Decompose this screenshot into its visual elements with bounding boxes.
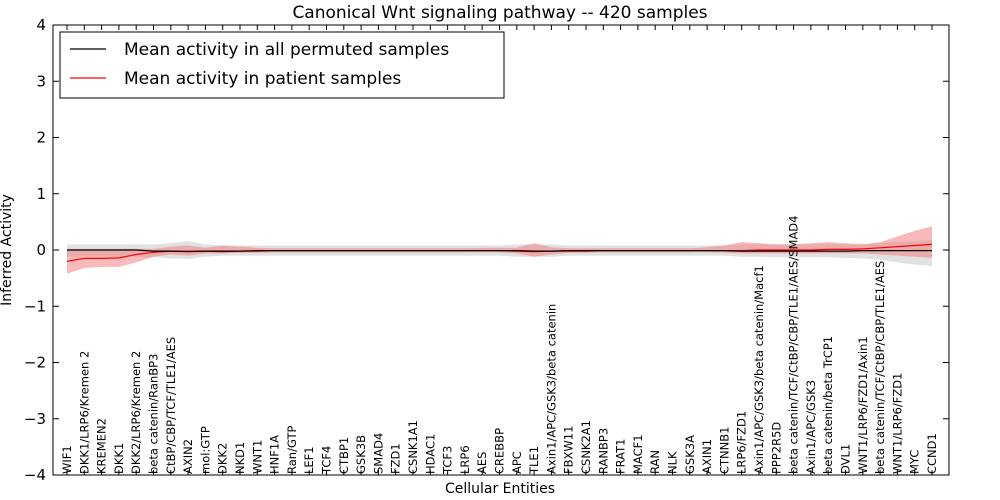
x-tick-label: HNF1A bbox=[268, 435, 282, 474]
chart-title: Canonical Wnt signaling pathway -- 420 s… bbox=[292, 3, 707, 23]
x-tick-label: LEF1 bbox=[302, 446, 316, 474]
x-tick-label: WIF1 bbox=[60, 445, 74, 474]
x-tick-label: GSK3A bbox=[683, 435, 697, 474]
x-tick-label: FZD1 bbox=[389, 443, 403, 474]
y-tick-label: −2 bbox=[24, 354, 46, 372]
x-tick-label: LRP6/FZD1 bbox=[735, 411, 749, 474]
x-tick-label: WNT1/LRP6/FZD1/Axin1 bbox=[856, 336, 870, 474]
x-tick-label: DKK1 bbox=[112, 443, 126, 474]
x-tick-label: RAN bbox=[648, 450, 662, 474]
x-tick-label: DKK1/LRP6/Kremen 2 bbox=[77, 351, 91, 474]
x-tick-label: Axin1/APC/GSK3/beta catenin/Macf1 bbox=[752, 265, 766, 474]
x-tick-label: FBXW11 bbox=[562, 426, 576, 474]
x-tick-label: AXIN2 bbox=[181, 439, 195, 474]
y-tick-label: −4 bbox=[24, 466, 46, 484]
x-tick-label: TLE1 bbox=[527, 446, 541, 475]
x-tick-label: mol:GTP bbox=[198, 426, 212, 474]
x-tick-label: CTBP1 bbox=[337, 437, 351, 474]
y-tick-label: 4 bbox=[36, 16, 46, 34]
x-tick-label: GSK3B bbox=[354, 435, 368, 474]
x-tick-label: DKK2 bbox=[216, 443, 230, 474]
x-tick-label: APC bbox=[510, 451, 524, 474]
x-tick-label: Ran/GTP bbox=[285, 426, 299, 474]
x-tick-label: beta catenin/beta TrCP1 bbox=[821, 336, 835, 474]
y-tick-label: −3 bbox=[24, 410, 46, 428]
x-tick-label: LRP6 bbox=[458, 445, 472, 474]
x-tick-label: Axin1/APC/GSK3/beta catenin bbox=[544, 304, 558, 474]
x-tick-label: PPP2R5D bbox=[769, 422, 783, 474]
x-tick-label: CTNNB1 bbox=[717, 427, 731, 474]
x-tick-label: WNT1 bbox=[250, 440, 264, 474]
y-tick-label: −1 bbox=[24, 297, 46, 315]
y-tick-label: 2 bbox=[36, 129, 46, 147]
x-tick-label: beta catenin/RanBP3 bbox=[147, 354, 161, 474]
x-tick-label: DVL1 bbox=[839, 444, 853, 474]
legend-label-permuted: Mean activity in all permuted samples bbox=[124, 40, 449, 60]
x-tick-label: Axin1/APC/GSK3 bbox=[804, 380, 818, 474]
x-tick-label: CREBBP bbox=[493, 428, 507, 474]
y-tick-label: 3 bbox=[36, 72, 46, 90]
x-tick-label: AES bbox=[475, 452, 489, 474]
legend-label-patient: Mean activity in patient samples bbox=[124, 69, 401, 89]
y-tick-label: 1 bbox=[36, 185, 46, 203]
y-axis-ticks: −4 −3 −2 −1 0 1 2 3 4 bbox=[24, 16, 949, 484]
x-tick-label: beta catenin/TCF/CtBP/CBP/TLE1/AES bbox=[873, 261, 887, 474]
x-tick-label: MYC bbox=[908, 450, 922, 474]
y-axis-label: Inferred Activity bbox=[0, 194, 15, 306]
x-tick-label: WNT1/LRP6/FZD1 bbox=[890, 373, 904, 474]
x-tick-label: DKK2/LRP6/Kremen 2 bbox=[129, 351, 143, 474]
x-tick-label: FRAT1 bbox=[614, 439, 628, 474]
x-axis-ticks: WIF1 DKK1/LRP6/Kremen 2 KREMEN2 DKK1 DKK2/LR… bbox=[60, 25, 939, 475]
legend: Mean activity in all permuted samples Me… bbox=[59, 31, 505, 99]
x-tick-label: CCND1 bbox=[925, 433, 939, 474]
x-tick-label: CtBP/CBP/TCF/TLE1/AES bbox=[164, 337, 178, 474]
x-tick-label: KREMEN2 bbox=[95, 418, 109, 474]
x-tick-label: beta catenin/TCF/CtBP/CBP/TLE1/AES/SMAD4 bbox=[787, 216, 801, 474]
x-tick-label: TCF4 bbox=[320, 446, 334, 475]
x-tick-label: CSNK1A1 bbox=[406, 420, 420, 474]
x-tick-label: TCF3 bbox=[441, 446, 455, 475]
x-axis-label: Cellular Entities bbox=[445, 481, 555, 497]
y-tick-label: 0 bbox=[36, 241, 46, 259]
x-tick-label: SMAD4 bbox=[371, 433, 385, 474]
series-lines bbox=[66, 243, 933, 262]
x-tick-label: CSNK2A1 bbox=[579, 420, 593, 474]
x-tick-label: MACF1 bbox=[631, 434, 645, 474]
line-permuted bbox=[67, 249, 932, 253]
x-tick-label: AXIN1 bbox=[700, 439, 714, 474]
x-tick-label: NKD1 bbox=[233, 442, 247, 474]
x-tick-label: HDAC1 bbox=[423, 434, 437, 474]
legend-box bbox=[59, 31, 505, 99]
x-tick-label: RANBP3 bbox=[596, 428, 610, 474]
x-tick-label: NLK bbox=[666, 451, 680, 474]
